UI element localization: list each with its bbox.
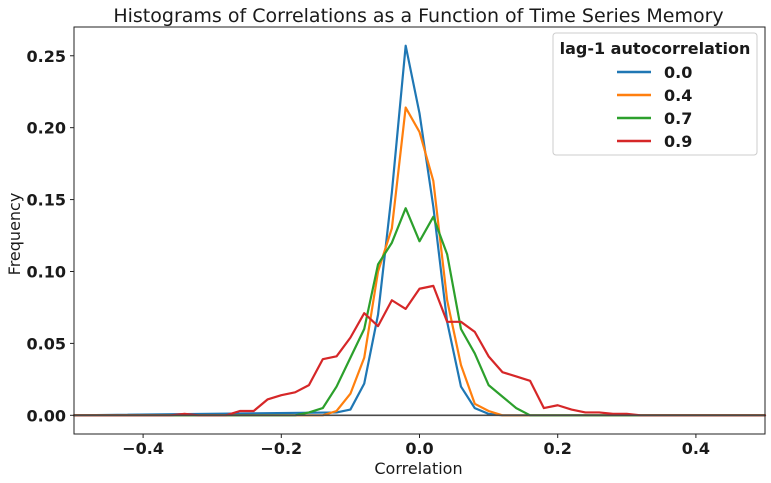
x-axis-label: Correlation [374, 459, 462, 478]
y-axis-label: Frequency [5, 193, 24, 276]
legend-label-2: 0.7 [664, 109, 692, 128]
series-layer [72, 44, 767, 417]
series-line-1 [72, 106, 767, 417]
series-line-0 [72, 44, 767, 417]
x-tick-label: 0.2 [544, 439, 572, 458]
series-line-3 [72, 284, 767, 417]
x-tick-label: 0.4 [682, 439, 710, 458]
x-tick-label: 0.0 [405, 439, 433, 458]
legend-label-1: 0.4 [664, 86, 692, 105]
series-line-2 [72, 207, 767, 417]
legend-title: lag-1 autocorrelation [560, 39, 751, 58]
legend-frame [552, 32, 758, 156]
y-tick-label: 0.10 [27, 262, 66, 281]
x-tick-label: −0.4 [122, 439, 164, 458]
y-tick-label: 0.15 [27, 191, 66, 210]
legend-label-0: 0.0 [664, 63, 692, 82]
legend: lag-1 autocorrelation 0.0 0.4 0.7 0.9 [552, 32, 758, 156]
y-tick-label: 0.05 [27, 334, 66, 353]
legend-label-3: 0.9 [664, 132, 692, 151]
y-tick-label: 0.00 [27, 406, 66, 425]
axes-layer: −0.4 −0.2 0.0 0.2 0.4 0.00 0.05 0.10 0.15 0.20 0.2… [27, 26, 766, 458]
legend-entries: 0.0 0.4 0.7 0.9 [617, 63, 692, 151]
chart-title: Histograms of Correlations as a Function… [113, 5, 723, 27]
y-tick-label: 0.20 [27, 119, 66, 138]
x-tick-label: −0.2 [260, 439, 302, 458]
y-tick-label: 0.25 [27, 47, 66, 66]
